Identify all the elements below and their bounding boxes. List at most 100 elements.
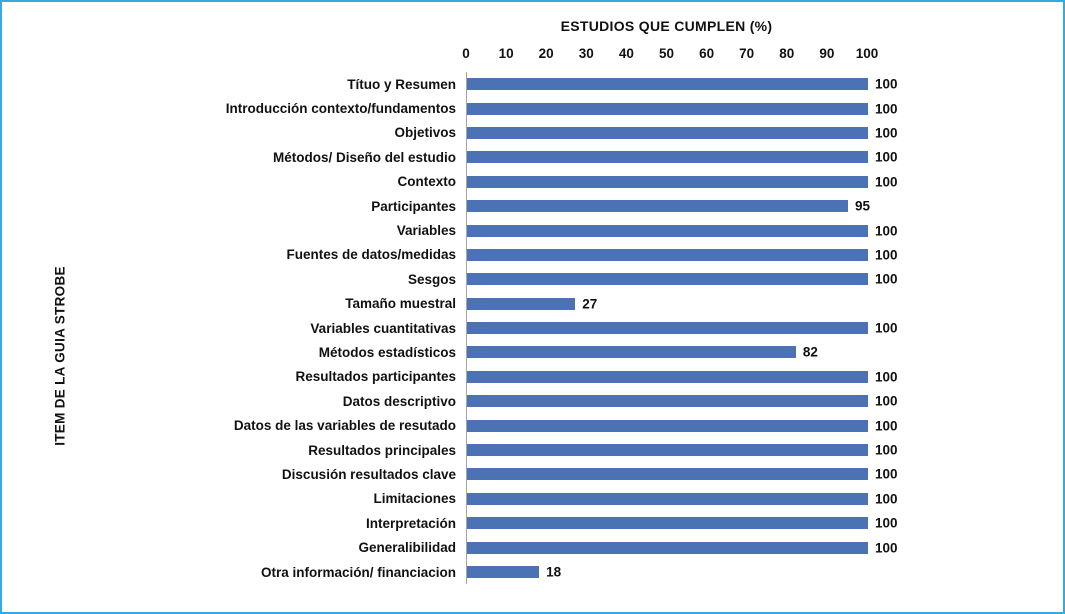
bar-value-label: 82 [802, 344, 818, 360]
bar-value-label: 100 [875, 418, 898, 434]
bar-value-label: 100 [875, 223, 898, 239]
bar [467, 492, 868, 505]
bar-value-label: 18 [546, 564, 562, 580]
bar-track: 100 [466, 170, 898, 194]
category-label: Participantes [371, 198, 456, 214]
bar-row: Datos descriptivo 100 [2, 389, 1063, 413]
bar-track: 100 [466, 389, 898, 413]
x-tick-label: 80 [779, 46, 795, 61]
x-tick-label: 30 [578, 46, 594, 61]
category-label: Resultados participantes [295, 369, 456, 385]
bar-value-label: 100 [875, 247, 898, 263]
category-label: Resultados principales [308, 442, 456, 458]
bar-row: Sesgos 100 [2, 267, 1063, 291]
bar [467, 395, 868, 408]
x-axis: 0 10 20 30 40 50 60 70 80 90 100 [462, 46, 878, 66]
bar-track: 100 [466, 511, 898, 535]
x-tick-label: 10 [498, 46, 514, 61]
bar [467, 468, 868, 481]
bar [467, 419, 868, 432]
bar-track: 100 [466, 243, 898, 267]
bar [467, 78, 868, 91]
bar-value-label: 100 [875, 271, 898, 287]
bar-row: Limitaciones 100 [2, 487, 1063, 511]
category-label: Métodos/ Diseño del estudio [272, 149, 456, 165]
category-label: Introducción contexto/fundamentos [225, 101, 456, 117]
category-label: Sesgos [407, 271, 456, 287]
x-tick-label: 90 [819, 46, 835, 61]
bar-value-label: 100 [875, 174, 898, 190]
bar [467, 322, 868, 335]
bar-track: 18 [466, 560, 867, 584]
bar-value-label: 100 [875, 320, 898, 336]
bar-track: 100 [466, 365, 898, 389]
bar [467, 346, 796, 359]
bar-chart: ITEM DE LA GUIA STROBE ESTUDIOS QUE CUMP… [2, 18, 1063, 612]
bar-value-label: 100 [875, 466, 898, 482]
bar-value-label: 100 [875, 442, 898, 458]
category-label: Contexto [397, 174, 457, 190]
bar-track: 100 [466, 413, 898, 437]
x-tick-label: 0 [462, 46, 470, 61]
bar [467, 102, 868, 115]
bar [467, 566, 540, 578]
x-tick-label: 40 [618, 46, 634, 61]
bar-row: Objetivos 100 [2, 121, 1063, 145]
category-label: Limitaciones [373, 491, 456, 507]
category-label: Otra información/ financiacion [260, 564, 456, 580]
bar [467, 151, 868, 164]
bar-row: Contexto 100 [2, 170, 1063, 194]
x-tick-label: 70 [739, 46, 755, 61]
bar [467, 517, 868, 530]
bar-row: Métodos estadísticos 82 [2, 340, 1063, 364]
bar-value-label: 27 [582, 296, 598, 312]
bar-track: 100 [466, 218, 898, 242]
bar [467, 175, 868, 188]
bar-track: 95 [466, 194, 870, 218]
bar-row: Fuentes de datos/medidas 100 [2, 243, 1063, 267]
bar-track: 100 [466, 267, 898, 291]
bar-row: Discusión resultados clave 100 [2, 462, 1063, 486]
bar-row: Variables 100 [2, 218, 1063, 242]
bar [467, 126, 868, 139]
bar-row: Métodos/ Diseño del estudio 100 [2, 145, 1063, 169]
category-label: Variables [396, 223, 456, 239]
bar-value-label: 100 [875, 101, 898, 117]
bar-track: 100 [466, 487, 898, 511]
category-label: Generalibilidad [358, 540, 456, 556]
bar-row: Generalibilidad 100 [2, 535, 1063, 559]
bar [467, 273, 868, 286]
bar-track: 100 [466, 535, 898, 559]
bar-track: 100 [466, 316, 898, 340]
bar [467, 200, 848, 213]
bar-track: 100 [466, 72, 898, 96]
bar [467, 444, 868, 457]
category-label: Datos descriptivo [342, 393, 456, 409]
bar-value-label: 100 [875, 76, 898, 92]
category-label: Datos de las variables de resutado [233, 418, 456, 434]
bar-row: Títuo y Resumen 100 [2, 72, 1063, 96]
bar [467, 224, 868, 237]
x-tick-label: 60 [699, 46, 715, 61]
bar-track: 100 [466, 145, 898, 169]
category-label: Títuo y Resumen [347, 76, 456, 92]
bar-row: Resultados principales 100 [2, 438, 1063, 462]
bar-value-label: 100 [875, 540, 898, 556]
bar-value-label: 95 [854, 198, 870, 214]
bar [467, 370, 868, 383]
bar-value-label: 100 [875, 515, 898, 531]
bar-value-label: 100 [875, 125, 898, 141]
bar-track: 100 [466, 438, 898, 462]
bar [467, 541, 868, 554]
category-label: Tamaño muestral [345, 296, 456, 312]
bar-value-label: 100 [875, 491, 898, 507]
bar-row: Variables cuantitativas 100 [2, 316, 1063, 340]
bar-row: Introducción contexto/fundamentos 100 [2, 96, 1063, 120]
bar-track: 27 [466, 292, 867, 316]
category-label: Métodos estadísticos [318, 344, 456, 360]
bar-row: Interpretación 100 [2, 511, 1063, 535]
bar-track: 100 [466, 96, 898, 120]
bar [467, 297, 576, 310]
bar-track: 82 [466, 340, 867, 364]
